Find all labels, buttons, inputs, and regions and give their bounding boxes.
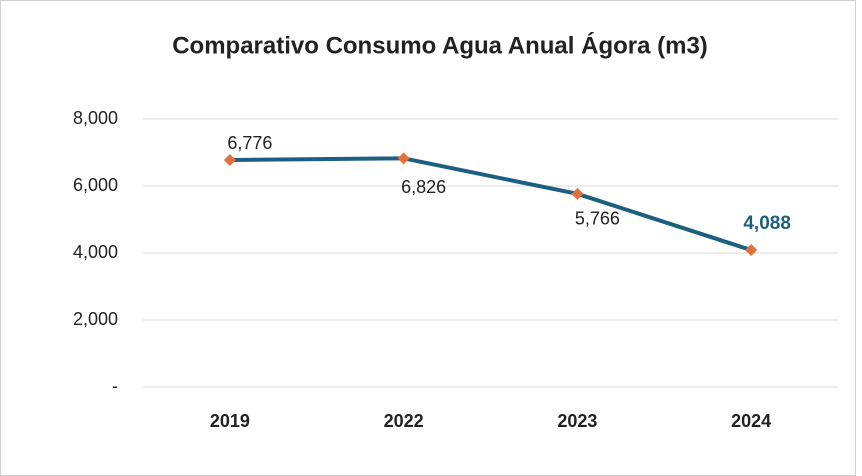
y-tick-label: 8,000 [73,108,118,128]
data-line [229,156,752,252]
data-label: 5,766 [575,209,620,229]
data-marker [397,152,410,165]
data-marker [571,187,584,200]
x-tick-label: 2022 [384,411,424,431]
y-tick-label: 4,000 [73,242,118,262]
y-tick-label: - [112,376,118,396]
x-tick-label: 2024 [731,411,771,431]
data-marker [223,154,236,167]
x-tick-label: 2023 [557,411,597,431]
data-label: 6,776 [227,133,272,153]
x-tick-label: 2019 [210,411,250,431]
chart-title: Comparativo Consumo Agua Anual Ágora (m3… [172,31,708,59]
y-tick-label: 2,000 [73,309,118,329]
data-marker [745,244,758,257]
data-label: 4,088 [743,213,791,234]
y-tick-label: 6,000 [73,175,118,195]
data-label: 6,826 [401,177,446,197]
